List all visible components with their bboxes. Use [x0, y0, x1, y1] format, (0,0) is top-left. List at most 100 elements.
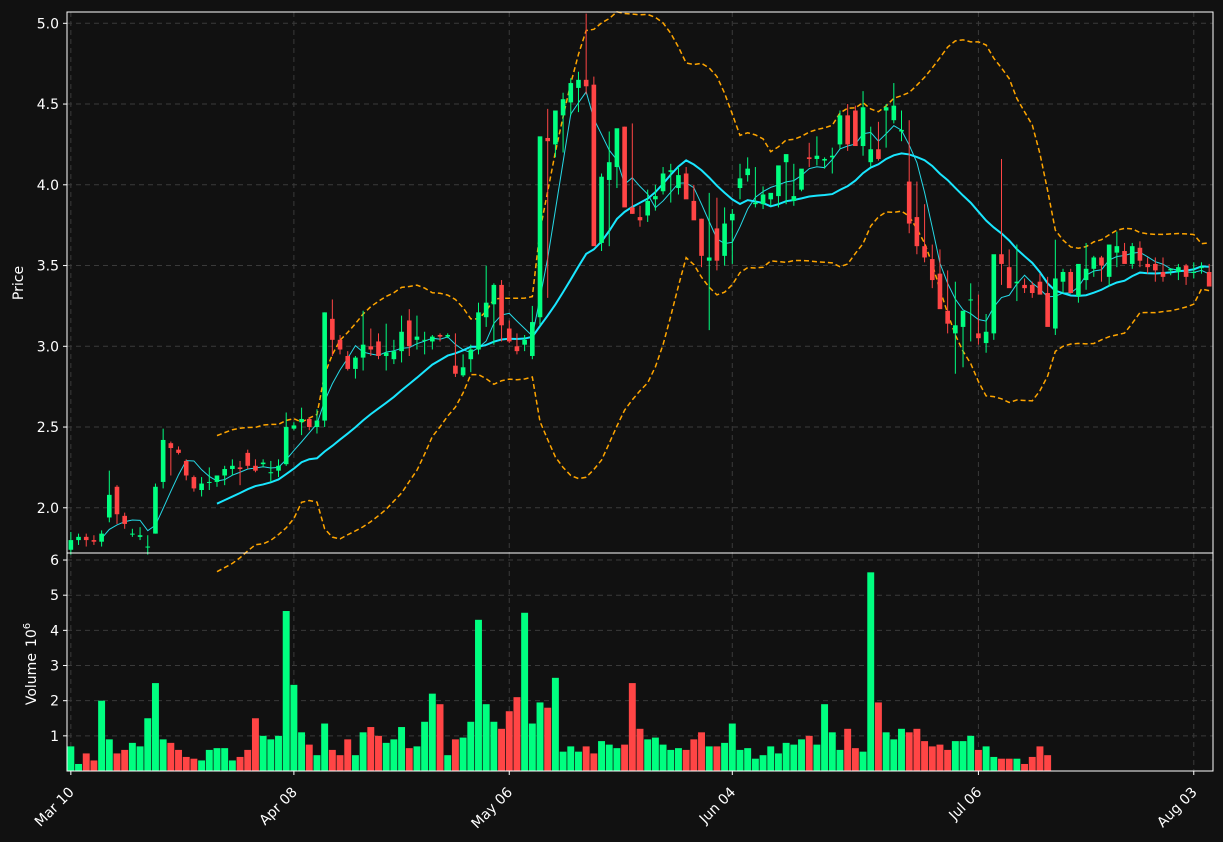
candle-body [829, 155, 835, 158]
volume-bar [990, 756, 998, 771]
volume-bar [921, 741, 929, 771]
volume-bar [698, 732, 705, 771]
candle-body [260, 462, 266, 465]
volume-bar [613, 748, 621, 771]
candle-body [476, 312, 481, 350]
volume-bar [982, 746, 990, 771]
candle-body [414, 336, 420, 340]
candle-body [1191, 272, 1197, 274]
volume-bar [451, 739, 459, 771]
candle-body [683, 173, 689, 200]
candle-body [330, 318, 335, 340]
candle-body [645, 200, 650, 216]
volume-bar [505, 711, 513, 771]
candle-body [729, 213, 735, 221]
volume-tick-label: 3 [50, 659, 59, 675]
volume-bar [305, 744, 313, 771]
volume-bar [413, 746, 421, 771]
candle-body [929, 259, 935, 281]
volume-bar [805, 735, 813, 771]
volume-tick-label: 5 [50, 588, 59, 604]
candle-body [922, 246, 927, 258]
candle-body [1045, 292, 1050, 327]
volume-bar [513, 697, 521, 771]
candle-body [883, 107, 889, 111]
volume-bar [1044, 755, 1052, 771]
candle-body [314, 420, 320, 428]
bollinger-bands [216, 11, 1210, 573]
candle-body [1106, 244, 1112, 277]
volume-bar [713, 746, 721, 771]
candle-body [545, 137, 551, 142]
candle-body [306, 418, 312, 428]
candle-body [722, 223, 727, 256]
candle-body [422, 339, 427, 341]
volume-bar [213, 748, 221, 771]
candle-body [368, 346, 374, 350]
candle-body [283, 427, 289, 465]
candle-body [1176, 267, 1181, 273]
candle-body [506, 328, 512, 342]
price-tick-label: 3.0 [37, 339, 59, 355]
candle-body [1099, 257, 1104, 266]
volume-bar [121, 749, 129, 771]
volume-bar [182, 756, 190, 771]
candle-body [783, 154, 789, 163]
volume-bar [328, 749, 336, 771]
candle-body [837, 115, 843, 145]
volume-tick-label: 4 [50, 623, 59, 639]
candle-body [191, 477, 197, 489]
candle-body [99, 533, 104, 542]
candle-body [991, 254, 997, 334]
volume-bar [298, 732, 306, 771]
volume-bar [844, 728, 852, 771]
candle-body [937, 273, 943, 310]
price-tick-label: 2.5 [37, 420, 59, 436]
candle-body [876, 149, 881, 159]
volume-bar [136, 746, 144, 771]
candle-body [622, 126, 627, 208]
candle-body [114, 486, 120, 515]
volume-bar [590, 753, 598, 771]
volume-bar [928, 746, 936, 771]
volume-bar [275, 735, 282, 771]
volume-axis-label-text: Volume [24, 653, 40, 705]
volume-bar [682, 749, 690, 771]
candle-body [576, 79, 581, 88]
volume-bar [967, 735, 975, 771]
volume-bar [490, 721, 498, 771]
candle-body [353, 357, 358, 369]
volume-bar [498, 728, 506, 771]
candle-body [299, 418, 304, 423]
candle-body [276, 465, 281, 471]
candle-body [714, 228, 720, 261]
bollinger-upper-line [216, 11, 1210, 437]
candle-body [153, 486, 158, 534]
volume-bar [959, 741, 967, 771]
volume-bar [913, 728, 921, 771]
volume-bar [1013, 758, 1021, 771]
volume-bar [405, 748, 413, 771]
candle-body [430, 336, 435, 342]
volume-bar [159, 739, 167, 771]
candle-body [499, 284, 504, 326]
volume-bar [575, 751, 582, 771]
volume-bar [467, 721, 475, 771]
volume-bar [67, 746, 75, 771]
candle-body [491, 284, 497, 305]
candle-body [437, 334, 443, 337]
volume-bar [536, 702, 544, 771]
volume-bars [67, 572, 1052, 771]
candle-body [537, 136, 543, 318]
volume-bar [113, 753, 121, 771]
volume-bar [167, 742, 175, 771]
volume-bar [567, 746, 575, 771]
volume-bar [251, 718, 259, 771]
volume-bar [90, 760, 98, 771]
volume-bar [390, 739, 398, 771]
candle-body [183, 460, 189, 476]
candle-body [591, 84, 597, 247]
candle-body [160, 439, 166, 482]
volume-bar [744, 748, 752, 771]
volume-bar [228, 760, 236, 771]
